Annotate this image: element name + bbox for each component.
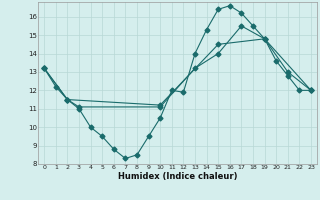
- X-axis label: Humidex (Indice chaleur): Humidex (Indice chaleur): [118, 172, 237, 181]
